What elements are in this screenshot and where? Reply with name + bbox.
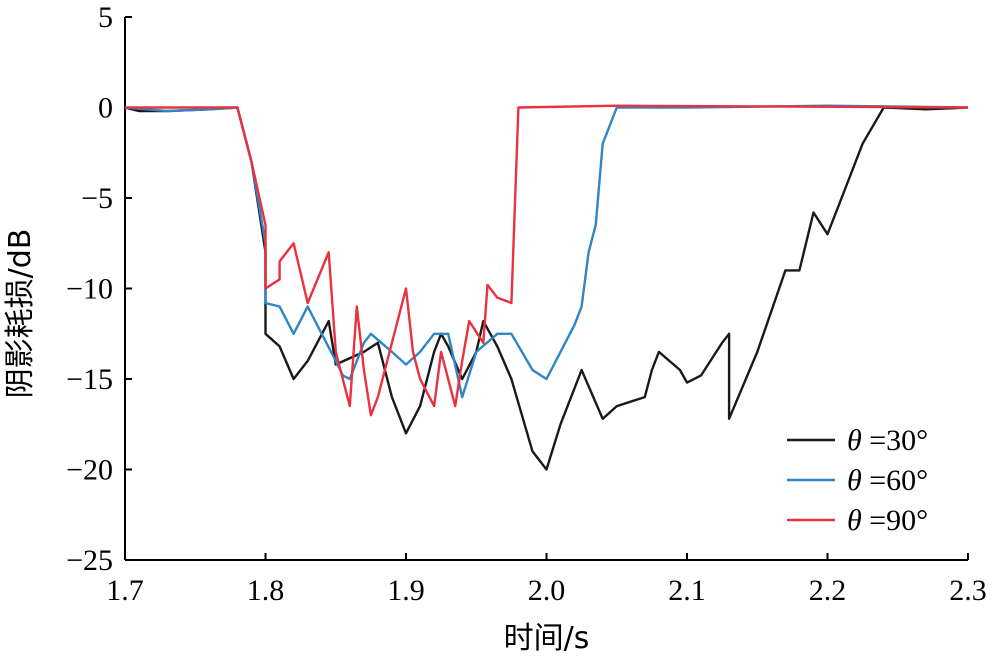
x-tick-label: 2.1 [668, 574, 706, 607]
y-tick-label: −10 [66, 273, 113, 306]
y-tick-label: −15 [66, 363, 113, 396]
y-tick-label: −5 [81, 182, 113, 215]
y-tick-label: −25 [66, 544, 113, 577]
x-tick-label: 2.3 [949, 574, 987, 607]
y-ticks: 5 0 −5 −10 −15 −20 −25 [66, 1, 132, 577]
y-tick-label: −20 [66, 454, 113, 487]
legend-label: θ =30° [847, 424, 928, 457]
x-tick-label: 1.9 [387, 574, 425, 607]
series-layer [124, 104, 969, 471]
plot-area: 1.7 1.8 1.9 2.0 2.1 2.2 2.3 5 0 −5 −10 −15 −20 −25 [66, 1, 987, 607]
x-tick-label: 2.0 [528, 574, 566, 607]
x-axis-title: 时间/s [504, 621, 590, 656]
legend-label: θ =60° [847, 464, 928, 497]
legend: θ =30° θ =60° θ =90° [787, 424, 928, 537]
y-tick-label: 5 [98, 1, 113, 34]
x-ticks: 1.7 1.8 1.9 2.0 2.1 2.2 2.3 [106, 553, 987, 607]
x-tick-label: 1.7 [106, 574, 144, 607]
y-axis-title: 阴影耗损/dB [3, 229, 38, 399]
legend-label: θ =90° [847, 504, 928, 537]
series-line-3 [125, 104, 969, 417]
series-line-2 [124, 104, 969, 399]
x-tick-label: 2.2 [809, 574, 847, 607]
series-line-1 [124, 106, 969, 471]
y-tick-label: 0 [98, 92, 113, 125]
x-tick-label: 1.8 [247, 574, 285, 607]
